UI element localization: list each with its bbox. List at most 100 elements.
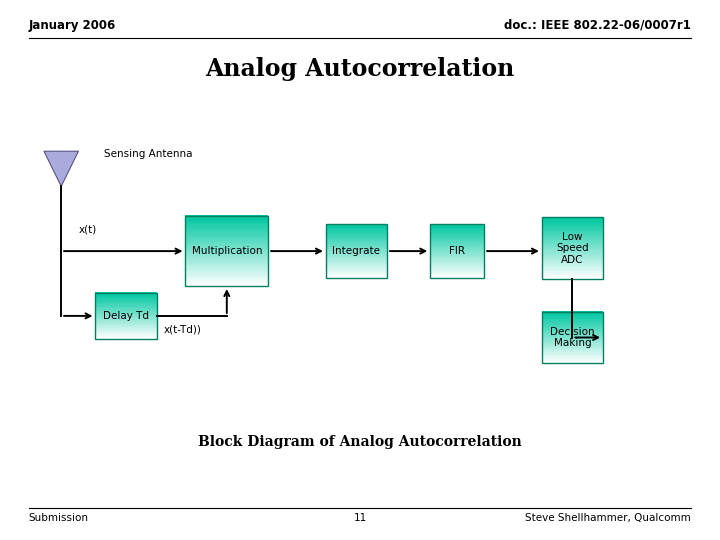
Bar: [186, 234, 268, 236]
Bar: [95, 293, 157, 294]
Bar: [431, 276, 485, 278]
Bar: [186, 284, 268, 285]
Bar: [542, 336, 603, 338]
Bar: [431, 260, 485, 261]
Bar: [542, 228, 603, 230]
Bar: [542, 356, 603, 357]
Bar: [542, 232, 603, 234]
Bar: [542, 265, 603, 266]
Bar: [431, 231, 485, 232]
Bar: [186, 280, 268, 281]
Bar: [431, 265, 485, 266]
Bar: [542, 335, 603, 336]
Bar: [542, 241, 603, 243]
Bar: [431, 264, 485, 266]
Bar: [95, 308, 157, 309]
Bar: [325, 260, 387, 262]
Bar: [542, 241, 603, 242]
Bar: [542, 249, 603, 251]
Bar: [431, 263, 485, 265]
Bar: [95, 326, 157, 327]
Bar: [325, 247, 387, 248]
Bar: [325, 245, 387, 247]
Bar: [431, 257, 485, 258]
Bar: [325, 234, 387, 236]
Bar: [542, 253, 603, 254]
Bar: [186, 264, 268, 265]
Bar: [325, 236, 387, 238]
Bar: [542, 224, 603, 226]
Bar: [186, 215, 268, 217]
Bar: [542, 320, 603, 321]
Bar: [95, 294, 157, 295]
Bar: [95, 301, 157, 303]
Bar: [325, 224, 387, 225]
Bar: [95, 330, 157, 332]
Bar: [431, 244, 485, 245]
Bar: [95, 298, 157, 299]
Bar: [186, 227, 268, 229]
Bar: [542, 274, 603, 275]
Bar: [431, 229, 485, 231]
Bar: [186, 225, 268, 226]
Bar: [186, 252, 268, 253]
Bar: [325, 228, 387, 230]
Bar: [542, 353, 603, 355]
Bar: [542, 357, 603, 359]
Bar: [542, 329, 603, 330]
Bar: [186, 281, 268, 283]
Bar: [186, 245, 268, 246]
Text: Decision
Making: Decision Making: [550, 327, 595, 348]
Bar: [542, 315, 603, 317]
Bar: [325, 244, 387, 245]
Bar: [95, 329, 157, 330]
Bar: [186, 251, 268, 252]
Bar: [95, 321, 157, 323]
Bar: [325, 248, 387, 249]
Bar: [186, 273, 268, 274]
Bar: [186, 279, 268, 280]
Bar: [186, 222, 268, 224]
Bar: [95, 312, 157, 313]
Bar: [95, 293, 157, 294]
Bar: [186, 239, 268, 241]
Bar: [542, 347, 603, 349]
Bar: [542, 323, 603, 325]
Bar: [186, 276, 268, 278]
Bar: [325, 227, 387, 228]
Bar: [542, 235, 603, 237]
Bar: [186, 238, 268, 239]
Bar: [186, 285, 268, 286]
Bar: [325, 255, 387, 256]
Bar: [95, 338, 157, 339]
Bar: [431, 274, 485, 275]
Bar: [542, 237, 603, 238]
Bar: [542, 319, 603, 320]
Bar: [325, 268, 387, 269]
Bar: [186, 226, 268, 228]
Bar: [325, 233, 387, 234]
Bar: [542, 343, 603, 345]
Bar: [95, 335, 157, 336]
Bar: [95, 322, 157, 323]
Bar: [186, 217, 268, 218]
Bar: [325, 269, 387, 271]
Bar: [542, 226, 603, 228]
Bar: [542, 340, 603, 342]
Bar: [542, 271, 603, 272]
Text: x(t): x(t): [79, 225, 97, 234]
Bar: [542, 230, 603, 232]
Bar: [542, 352, 603, 354]
Bar: [542, 339, 603, 340]
Bar: [95, 301, 157, 302]
Bar: [542, 218, 603, 219]
Bar: [542, 260, 603, 262]
Bar: [431, 240, 485, 241]
Bar: [186, 231, 268, 232]
Bar: [542, 325, 603, 326]
Bar: [325, 249, 387, 250]
Bar: [431, 239, 485, 240]
Bar: [431, 244, 485, 246]
Bar: [95, 318, 157, 319]
Bar: [325, 249, 387, 251]
